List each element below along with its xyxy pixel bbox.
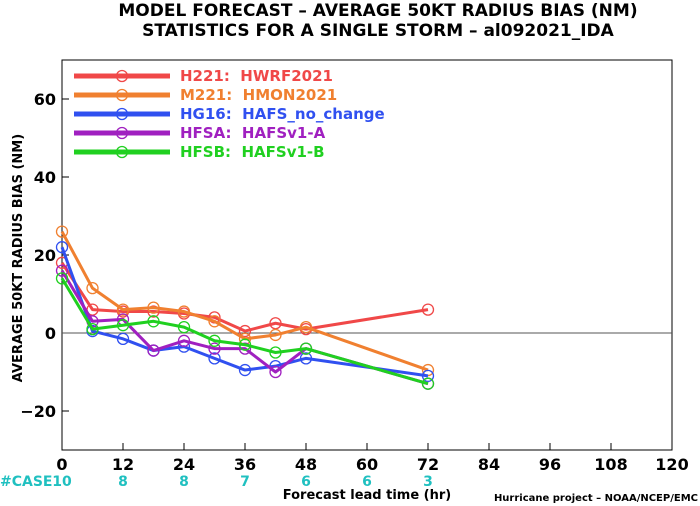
x-tick-label: 72 xyxy=(417,455,439,474)
x-axis-label: Forecast lead time (hr) xyxy=(283,488,451,503)
series-line xyxy=(60,230,429,372)
legend-label: HFSA: HAFSv1-A xyxy=(180,124,326,142)
case-count: 8 xyxy=(118,474,128,490)
legend-label: M221: HMON2021 xyxy=(180,86,337,104)
x-tick-label: 48 xyxy=(295,455,317,474)
x-tick-label: 36 xyxy=(234,455,256,474)
x-tick-label: 0 xyxy=(56,455,67,474)
data-point xyxy=(177,305,191,318)
x-tick-label: 96 xyxy=(539,455,561,474)
data-point xyxy=(421,377,435,390)
data-point xyxy=(421,303,435,316)
legend-label: H221: HWRF2021 xyxy=(180,67,333,85)
data-point xyxy=(86,281,99,295)
y-axis-label: AVERAGE 50KT RADIUS BIAS (NM) xyxy=(11,134,26,382)
data-point xyxy=(208,352,221,365)
chart-title-line1: MODEL FORECAST – AVERAGE 50KT RADIUS BIA… xyxy=(118,1,637,21)
data-point xyxy=(55,241,69,254)
case-count: 3 xyxy=(423,474,433,490)
data-point xyxy=(147,305,160,318)
series-layer xyxy=(55,225,435,390)
data-point xyxy=(86,322,99,336)
case-counts: 10 8 8 7 6 6 3 xyxy=(52,474,433,490)
chart-title-line2: STATISTICS FOR A SINGLE STORM – al092021… xyxy=(142,21,615,41)
legend-marker xyxy=(115,69,129,83)
y-tick-label: 40 xyxy=(34,168,56,187)
case-count: 6 xyxy=(301,474,311,490)
data-point xyxy=(177,320,191,334)
axis-ticks: 0 12 24 36 48 60 72 84 96 108 120 −20 0 20 40 60 xyxy=(20,90,688,474)
data-point xyxy=(299,352,313,365)
data-point xyxy=(238,342,252,355)
y-tick-label: 20 xyxy=(34,246,56,265)
data-point xyxy=(116,303,130,316)
data-point xyxy=(238,324,252,338)
y-tick-label: 60 xyxy=(34,90,56,109)
data-point xyxy=(269,346,282,359)
x-tick-label: 108 xyxy=(594,455,627,474)
data-point xyxy=(238,363,252,377)
data-point xyxy=(55,264,69,277)
data-point xyxy=(269,317,282,330)
x-tick-label: 84 xyxy=(478,455,500,474)
case-count: 7 xyxy=(240,474,250,490)
data-point xyxy=(238,338,252,351)
y-tick-label: −20 xyxy=(20,402,56,421)
case-count: 8 xyxy=(179,474,189,490)
legend-label: HFSB: HAFSv1-B xyxy=(180,143,325,161)
data-point xyxy=(208,334,221,347)
data-point xyxy=(269,328,282,342)
series-0 xyxy=(55,256,435,338)
legend-marker xyxy=(115,107,129,121)
case-count: 6 xyxy=(362,474,372,490)
series-1 xyxy=(55,225,435,377)
data-point xyxy=(421,369,435,383)
data-point xyxy=(208,315,221,328)
data-point xyxy=(147,344,160,357)
data-point xyxy=(269,365,282,379)
x-tick-label: 24 xyxy=(173,455,195,474)
x-tick-label: 120 xyxy=(655,455,688,474)
series-line xyxy=(60,269,429,386)
data-point xyxy=(208,342,221,355)
y-tick-label: 0 xyxy=(45,324,56,343)
credit-text: Hurricane project – NOAA/NCEP/EMC xyxy=(494,493,698,504)
data-point xyxy=(116,332,130,346)
data-point xyxy=(299,320,313,334)
case-label: #CASE xyxy=(0,474,53,490)
data-point xyxy=(147,301,160,314)
x-tick-label: 12 xyxy=(112,455,134,474)
data-point xyxy=(177,334,191,347)
series-line xyxy=(60,246,429,378)
data-point xyxy=(55,225,69,238)
legend-marker xyxy=(115,145,129,159)
legend-label: HG16: HAFS_no_change xyxy=(180,105,385,123)
series-line xyxy=(60,277,429,386)
data-point xyxy=(147,315,160,328)
data-point xyxy=(299,342,313,355)
legend-marker xyxy=(115,88,129,102)
x-tick-label: 60 xyxy=(356,455,378,474)
series-4 xyxy=(55,272,435,390)
case-count: 10 xyxy=(52,474,72,490)
data-point xyxy=(116,319,130,332)
data-point xyxy=(55,272,69,285)
legend-marker xyxy=(115,126,129,140)
